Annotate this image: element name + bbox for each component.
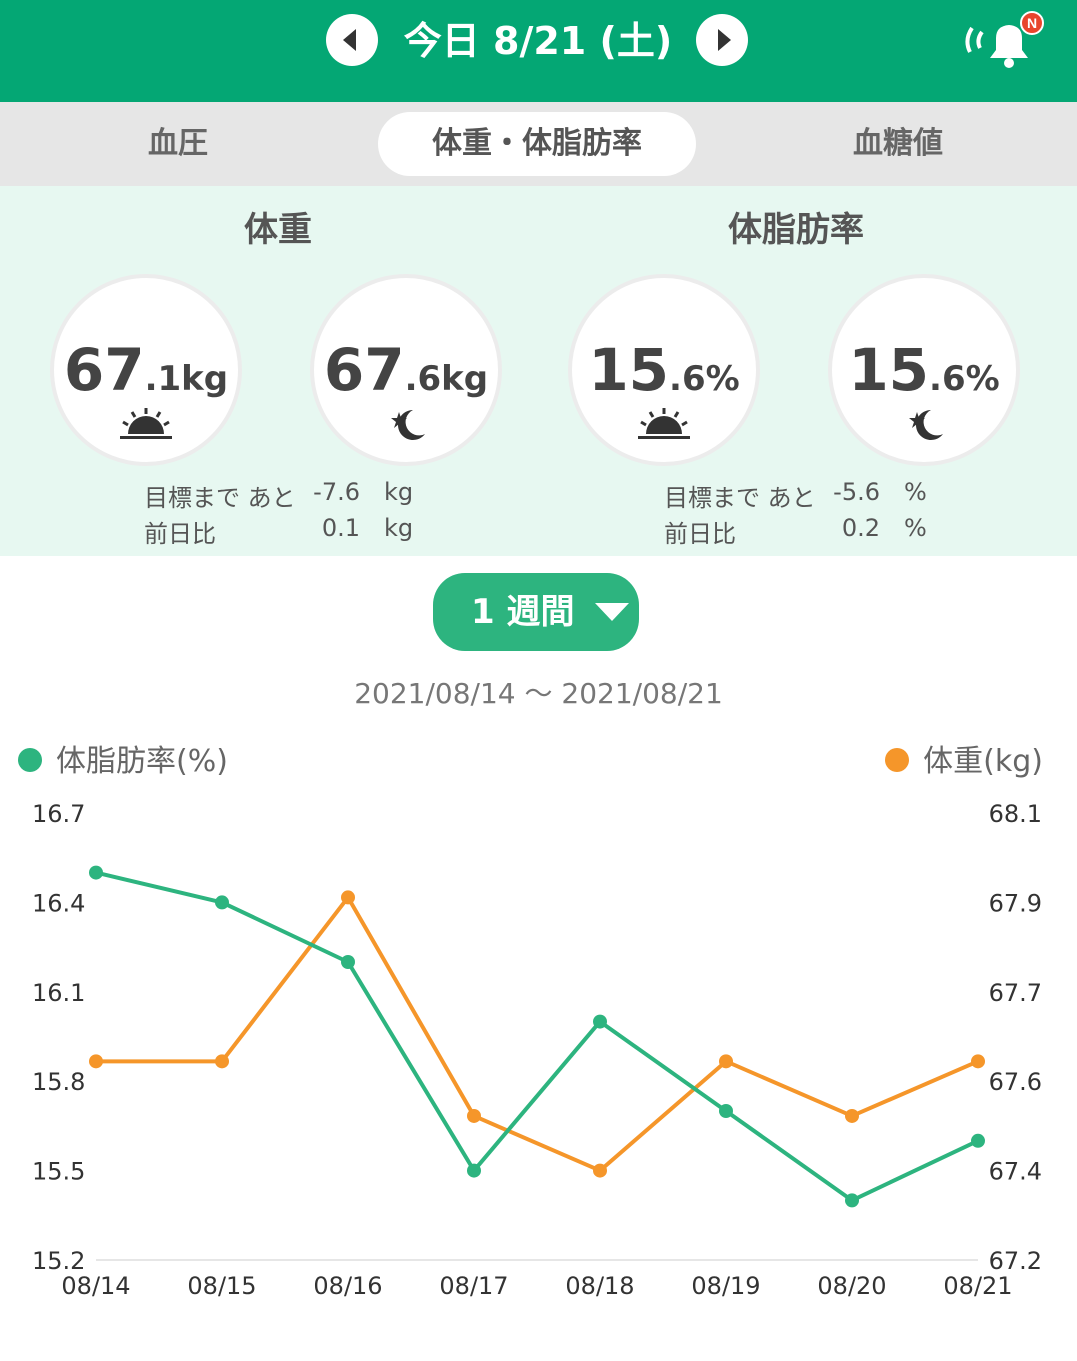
left-tick-label: 15.2 — [32, 1247, 85, 1275]
x-tick-label: 08/15 — [187, 1272, 256, 1300]
next-day-button[interactable] — [696, 14, 748, 66]
sunrise-icon — [638, 408, 690, 439]
x-tick-label: 08/16 — [313, 1272, 382, 1300]
weight-goal-value: -7.6 — [313, 478, 360, 506]
weight-point — [593, 1163, 607, 1178]
weight-point — [341, 890, 355, 905]
weight-point — [215, 1054, 229, 1069]
bodyfat-diff-value: 0.2 — [841, 514, 880, 542]
legend-dot-icon — [885, 747, 910, 772]
bodyfat-morning-card[interactable]: 15.6% — [568, 274, 760, 466]
bodyfat-point — [593, 1014, 607, 1029]
right-tick-label: 67.6 — [989, 1068, 1042, 1096]
period-dropdown[interactable]: 1 週間 — [433, 573, 639, 651]
legend-dot-icon — [18, 747, 42, 772]
weight-night-card[interactable]: 67.6kg — [310, 274, 502, 466]
weight-title: 体重 — [244, 210, 312, 250]
x-tick-label: 08/17 — [439, 1272, 508, 1300]
weight-point — [89, 1054, 103, 1069]
weight-series-line — [96, 895, 979, 1173]
weight-morning-value: 67.1kg — [63, 336, 229, 404]
weight-diff-value: 0.1 — [321, 514, 360, 542]
x-tick-label: 08/21 — [943, 1272, 1012, 1300]
right-tick-label: 67.2 — [989, 1247, 1042, 1275]
bodyfat-point — [845, 1193, 859, 1208]
x-tick-label: 08/14 — [61, 1272, 130, 1300]
tab-blood-pressure[interactable]: 血圧 — [148, 126, 208, 161]
bodyfat-series-line — [95, 870, 979, 1203]
bodyfat-night-card[interactable]: 15.6% — [828, 274, 1020, 466]
weight-point — [845, 1108, 859, 1123]
right-tick-label: 67.4 — [989, 1158, 1042, 1186]
left-tick-label: 16.1 — [32, 979, 85, 1007]
legend-weight: 体重(kg) — [885, 736, 1043, 780]
moon-star-icon — [391, 410, 425, 440]
bodyfat-night-value: 15.6% — [848, 336, 1000, 404]
notification-button[interactable]: N — [962, 10, 1048, 74]
bodyfat-morning-value: 15.6% — [588, 336, 740, 404]
weight-point — [719, 1054, 733, 1069]
left-tick-label: 15.5 — [32, 1158, 85, 1186]
x-tick-label: 08/18 — [565, 1272, 634, 1300]
app-header: 今日 8/21 (土) N — [0, 0, 1077, 102]
tab-blood-sugar[interactable]: 血糖値 — [853, 126, 943, 161]
period-label: 1 週間 — [471, 592, 575, 632]
bodyfat-point — [341, 955, 355, 969]
right-tick-label: 68.1 — [989, 800, 1042, 828]
bell-icon: N — [965, 11, 1044, 68]
right-tick-label: 67.9 — [989, 889, 1042, 917]
x-tick-label: 08/20 — [817, 1272, 886, 1300]
bodyfat-point — [89, 865, 103, 880]
bodyfat-title: 体脂肪率 — [728, 210, 864, 250]
left-tick-label: 16.4 — [32, 889, 85, 917]
bodyfat-point — [971, 1133, 985, 1148]
page-title: 今日 8/21 (土) — [403, 19, 673, 63]
legend-bodyfat: 体脂肪率(%) — [18, 736, 228, 780]
weight-point — [971, 1054, 985, 1069]
right-tick-label: 67.7 — [989, 979, 1042, 1007]
chevron-left-icon — [343, 29, 356, 51]
line-chart: 16.7 16.4 16.1 15.8 15.5 15.2 68.1 67.9 67.7 67.6… — [32, 800, 1042, 1300]
summary-panel: 体重 体脂肪率 67.1kg 67.6kg 15.6% — [0, 186, 1077, 556]
tab-bar: 血圧 体重・体脂肪率 血糖値 — [0, 102, 1077, 186]
bodyfat-goal-value: -5.6 — [833, 478, 880, 506]
prev-day-button[interactable] — [326, 14, 378, 66]
weight-morning-card[interactable]: 67.1kg — [50, 274, 242, 466]
sunrise-icon — [120, 408, 172, 439]
caret-down-icon — [595, 603, 629, 621]
moon-star-icon — [909, 410, 943, 440]
tab-weight-bodyfat[interactable]: 体重・体脂肪率 — [378, 112, 696, 176]
bodyfat-point — [467, 1163, 481, 1178]
notification-badge — [1020, 11, 1044, 35]
badge-text: N — [1027, 15, 1037, 31]
weight-night-value: 67.6kg — [323, 336, 489, 404]
left-tick-label: 15.8 — [32, 1068, 85, 1096]
bodyfat-point — [719, 1104, 733, 1118]
left-tick-label: 16.7 — [32, 800, 85, 828]
bodyfat-point — [215, 895, 229, 910]
date-range: 2021/08/14 〜 2021/08/21 — [354, 677, 723, 710]
x-tick-label: 08/19 — [691, 1272, 760, 1300]
chevron-right-icon — [718, 29, 731, 51]
weight-point — [467, 1108, 481, 1123]
